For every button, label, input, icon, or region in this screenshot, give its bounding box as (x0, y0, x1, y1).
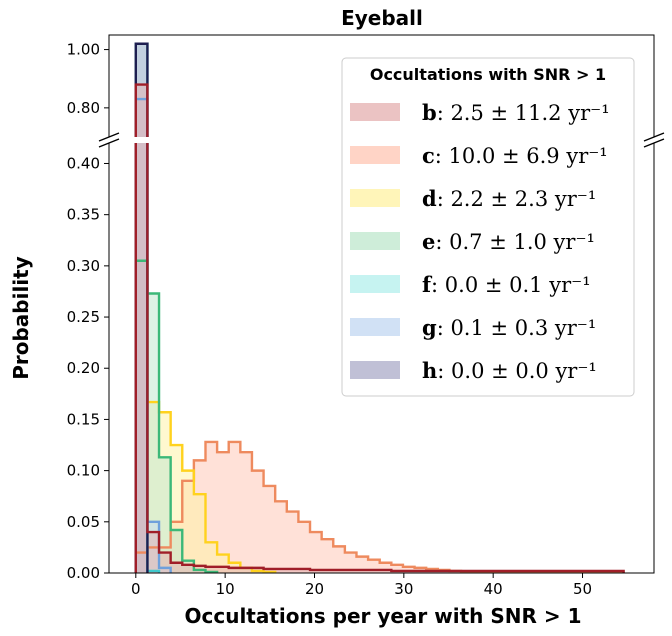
y-tick-label: 0.05 (67, 513, 100, 531)
y-tick-label-upper: 0.80 (67, 99, 100, 117)
legend-entry-d: d: 2.2 ± 2.3 yr⁻¹ (422, 186, 596, 211)
chart-title: Eyeball (341, 6, 423, 30)
x-ticks: 0 10 20 30 40 50 (131, 573, 592, 598)
break-mark (98, 132, 120, 142)
x-axis-label: Occultations per year with SNR > 1 (185, 604, 582, 628)
bars-outline-c (134, 440, 625, 573)
upper-bars (134, 42, 149, 137)
legend-items: b: 2.5 ± 11.2 yr⁻¹c: 10.0 ± 6.9 yr⁻¹d: 2… (350, 100, 610, 383)
lower-y-ticks: 0.00 0.05 0.10 0.15 0.20 0.25 0.30 0.35 0.40 (67, 154, 109, 582)
lower-bars (134, 143, 625, 573)
legend-value-c: : 10.0 ± 6.9 yr⁻¹ (435, 144, 608, 168)
legend-swatch-f (350, 275, 400, 293)
lower-panel: 0.00 0.05 0.10 0.15 0.20 0.25 0.30 0.35 0.40 0 10… (67, 143, 655, 598)
y-tick-label: 0.25 (67, 308, 100, 326)
legend-swatch-g (350, 318, 400, 336)
x-tick-label: 10 (216, 580, 235, 598)
upper-axes-frame (108, 34, 655, 137)
legend-entry-g: g: 0.1 ± 0.3 yr⁻¹ (422, 315, 596, 340)
legend-value-g: : 0.1 ± 0.3 yr⁻¹ (437, 316, 597, 340)
upper-y-ticks: 0.80 1.00 (67, 41, 109, 117)
y-tick-label: 0.30 (67, 257, 100, 275)
bars-fill-c (135, 441, 624, 573)
legend-entry-b: b: 2.5 ± 11.2 yr⁻¹ (422, 100, 610, 125)
x-tick-label: 0 (131, 580, 141, 598)
legend-title: Occultations with SNR > 1 (370, 65, 606, 84)
legend-box (341, 57, 635, 397)
legend-key-c: c (422, 143, 435, 168)
upper-panel: 0.80 1.00 (67, 34, 655, 137)
bars-fill-upper-b (135, 84, 148, 137)
y-tick-label: 0.15 (67, 410, 100, 428)
axis-break-marks (98, 132, 665, 148)
y-tick-label-upper: 1.00 (67, 41, 100, 59)
legend-swatch-e (350, 232, 400, 250)
y-axis-label: Probability (9, 256, 33, 380)
break-mark (98, 138, 120, 148)
legend-swatch-b (350, 103, 400, 121)
legend-value-e: : 0.7 ± 1.0 yr⁻¹ (435, 230, 595, 254)
y-tick-label: 0.20 (67, 359, 100, 377)
legend-entry-c: c: 10.0 ± 6.9 yr⁻¹ (422, 143, 608, 168)
legend-key-h: h (422, 358, 437, 383)
legend-value-f: : 0.0 ± 0.1 yr⁻¹ (431, 273, 591, 297)
y-tick-label: 0.10 (67, 462, 100, 480)
bars-outline-b (134, 143, 625, 573)
legend-key-g: g (422, 315, 437, 340)
bars-fill-e (135, 260, 218, 573)
legend-key-d: d (422, 186, 437, 211)
x-tick-label: 50 (573, 580, 592, 598)
break-mark (643, 132, 665, 142)
y-tick-label: 0.40 (67, 154, 100, 172)
legend-swatch-c (350, 146, 400, 164)
legend-key-e: e (422, 229, 435, 254)
legend-value-d: : 2.2 ± 2.3 yr⁻¹ (437, 187, 597, 211)
legend-key-b: b (422, 100, 437, 125)
x-tick-label: 20 (305, 580, 324, 598)
legend-entry-e: e: 0.7 ± 1.0 yr⁻¹ (422, 229, 595, 254)
y-tick-label: 0.00 (67, 564, 100, 582)
lower-axes-frame (108, 143, 655, 574)
bars-outline-f (134, 143, 161, 573)
bars-outline-upper-g (134, 97, 149, 137)
break-mark (643, 138, 665, 148)
legend-swatch-h (350, 361, 400, 379)
legend: Occultations with SNR > 1 b: 2.5 ± 11.2 … (341, 57, 635, 397)
x-tick-label: 30 (394, 580, 413, 598)
legend-entry-f: f: 0.0 ± 0.1 yr⁻¹ (422, 272, 591, 297)
legend-value-h: : 0.0 ± 0.0 yr⁻¹ (437, 359, 597, 383)
legend-swatch-d (350, 189, 400, 207)
legend-entry-h: h: 0.0 ± 0.0 yr⁻¹ (422, 358, 597, 383)
x-tick-label: 40 (484, 580, 503, 598)
legend-key-f: f (422, 272, 433, 297)
y-tick-label: 0.35 (67, 206, 100, 224)
bars-outline-g (134, 143, 172, 573)
legend-value-b: : 2.5 ± 11.2 yr⁻¹ (437, 101, 610, 125)
